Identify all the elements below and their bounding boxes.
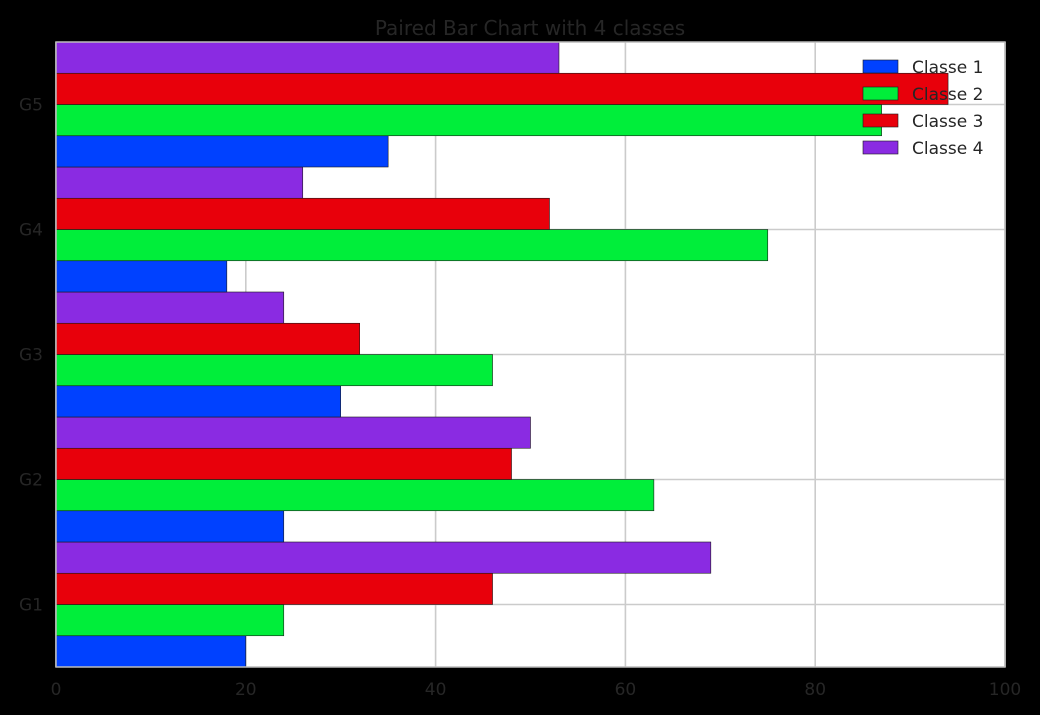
chart-title: Paired Bar Chart with 4 classes (375, 16, 685, 40)
x-axis-ticks: 0 20 40 60 80 100 (51, 680, 1022, 700)
y-tick-label: G5 (19, 96, 43, 116)
bar-g1-series-4 (55, 541, 712, 574)
bar-g3-series-2 (55, 354, 493, 387)
legend-label: Classe 2 (912, 85, 983, 105)
bar-g3-series-3 (55, 322, 360, 355)
bar-g1-series-1 (55, 635, 247, 668)
bar-g4-series-4 (55, 166, 304, 199)
bar-g5-series-3 (55, 72, 949, 105)
bar-g2-series-4 (55, 416, 531, 449)
bar-g1-series-3 (55, 572, 493, 605)
x-tick-label: 80 (804, 680, 826, 700)
plot-frame (55, 41, 1006, 668)
y-tick-label: G3 (19, 346, 43, 366)
bar-g5-series-2 (55, 104, 882, 137)
legend-label: Classe 3 (912, 112, 983, 132)
x-tick-label: 40 (425, 680, 447, 700)
bar-g1-series-2 (55, 604, 285, 637)
legend-swatch (862, 59, 899, 74)
bars (55, 41, 949, 668)
x-tick-label: 0 (51, 680, 62, 700)
bar-g2-series-1 (55, 510, 285, 543)
legend-swatch (862, 113, 899, 128)
legend-label: Classe 1 (912, 58, 983, 78)
bar-g2-series-3 (55, 447, 512, 480)
y-tick-label: G1 (19, 596, 43, 616)
legend-label: Classe 4 (912, 139, 983, 159)
legend-swatch (862, 86, 899, 101)
y-tick-label: G4 (19, 221, 43, 241)
y-axis-ticks: G1 G2 G3 G4 G5 (19, 96, 43, 616)
bar-g4-series-3 (55, 197, 550, 230)
bar-g2-series-2 (55, 479, 655, 512)
x-tick-label: 20 (235, 680, 257, 700)
bar-g5-series-1 (55, 135, 389, 168)
bar-g4-series-2 (55, 229, 769, 262)
bar-g5-series-4 (55, 41, 560, 74)
bar-g3-series-1 (55, 385, 342, 418)
legend-swatch (862, 140, 899, 155)
x-tick-label: 60 (615, 680, 637, 700)
y-tick-label: G2 (19, 471, 43, 491)
x-tick-label: 100 (989, 680, 1021, 700)
bar-g4-series-1 (55, 260, 228, 293)
bar-g3-series-4 (55, 291, 285, 324)
legend: Classe 1 Classe 2 Classe 3 Classe 4 (862, 58, 983, 159)
